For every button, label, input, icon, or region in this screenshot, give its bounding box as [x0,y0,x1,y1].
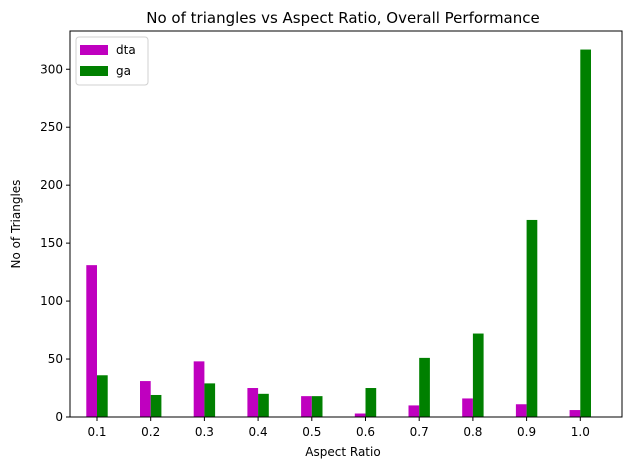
y-tick-label: 0 [55,410,63,424]
bar-ga-0.5 [311,396,323,417]
x-tick-label: 0.3 [195,425,214,439]
bar-ga-0.9 [526,219,538,417]
x-tick-label: 1.0 [571,425,590,439]
x-tick-label: 0.6 [356,425,375,439]
x-tick-label: 0.4 [249,425,268,439]
x-tick-label: 0.7 [410,425,429,439]
bar-ga-0.1 [97,375,108,417]
bar-dta-0.6 [354,413,366,417]
x-tick-label: 0.1 [87,425,106,439]
bar-ga-1.0 [580,49,591,418]
y-tick-label: 100 [40,294,63,308]
legend-label-dta: dta [116,43,136,57]
bar-dta-0.3 [193,361,205,417]
y-tick-label: 300 [40,62,63,76]
bar-ga-0.8 [472,333,484,417]
bars-group [86,49,591,418]
y-tick-label: 200 [40,178,63,192]
x-axis-label: Aspect Ratio [305,445,380,459]
y-axis: 0 50 100 150 200 250 300 [40,62,70,424]
bar-dta-0.1 [86,265,97,417]
y-tick-label: 250 [40,120,63,134]
legend-swatch-dta [80,45,108,55]
bar-ga-0.3 [204,383,216,417]
legend-swatch-ga [80,66,108,76]
x-tick-label: 0.9 [517,425,536,439]
bar-dta-0.5 [301,396,312,417]
bar-ga-0.7 [419,357,430,417]
legend-label-ga: ga [116,64,131,78]
legend: dta ga [75,36,149,86]
chart-title: No of triangles vs Aspect Ratio, Overall… [146,9,539,27]
bar-ga-0.2 [150,394,162,417]
y-tick-label: 50 [48,352,63,366]
bar-ga-0.6 [365,388,377,417]
bar-dta-0.9 [515,404,527,417]
bar-dta-0.7 [408,405,420,417]
x-tick-label: 0.5 [302,425,321,439]
plot-frame [69,30,623,418]
bar-ga-0.4 [258,393,269,417]
bar-dta-0.4 [247,388,259,417]
legend-box [75,36,149,86]
y-axis-label: No of Triangles [9,180,23,269]
bar-dta-1.0 [569,410,581,417]
x-tick-label: 0.2 [141,425,160,439]
y-tick-label: 150 [40,236,63,250]
bar-dta-0.2 [140,381,151,417]
x-tick-label: 0.8 [463,425,482,439]
x-axis: 0.1 0.2 0.3 0.4 0.5 0.6 0.7 0.8 0.9 1.0 [87,417,590,439]
bar-dta-0.8 [462,398,473,417]
